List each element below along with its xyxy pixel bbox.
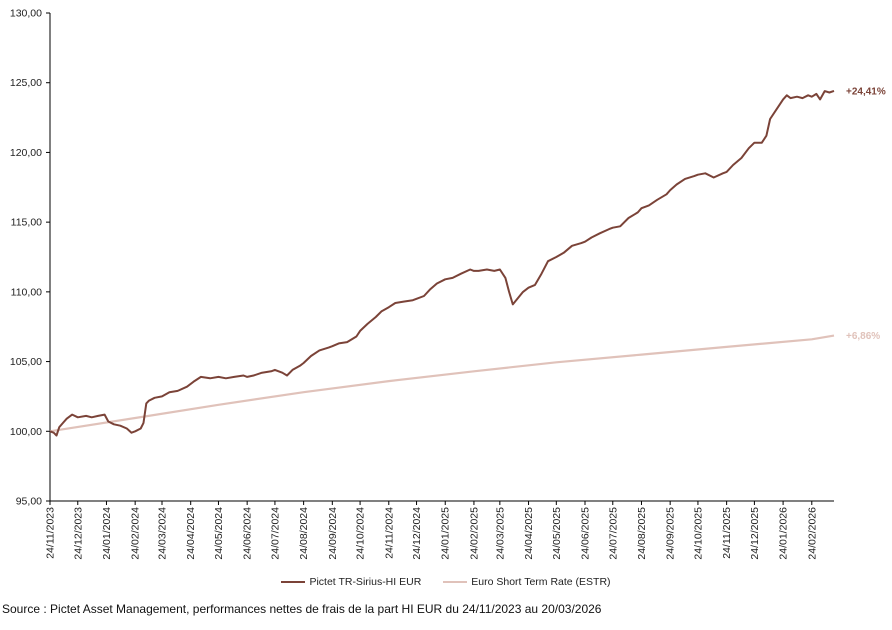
x-tick-label: 24/02/2024 bbox=[130, 507, 142, 560]
x-tick-label: 24/02/2025 bbox=[468, 507, 480, 560]
y-tick-label: 130,00 bbox=[10, 8, 42, 20]
x-tick-label: 24/03/2025 bbox=[494, 507, 506, 560]
x-tick-label: 24/01/2025 bbox=[440, 507, 452, 560]
legend-label-estr: Euro Short Term Rate (ESTR) bbox=[471, 576, 611, 588]
x-tick-label: 24/09/2024 bbox=[327, 507, 339, 560]
x-tick-label: 24/04/2024 bbox=[185, 507, 197, 560]
x-tick-label: 24/05/2024 bbox=[213, 507, 225, 560]
x-tick-label: 24/06/2024 bbox=[242, 507, 254, 560]
x-tick-label: 24/12/2025 bbox=[749, 507, 761, 560]
source-note: Source : Pictet Asset Management, perfor… bbox=[2, 602, 602, 616]
y-tick-label: 105,00 bbox=[10, 356, 42, 368]
performance-chart: 95,00 100,00 105,00 110,00 115,00 120,00 125,0… bbox=[10, 8, 886, 560]
y-tick-label: 110,00 bbox=[11, 286, 42, 298]
y-tick-label: 95,00 bbox=[16, 496, 42, 508]
y-tick-label: 100,00 bbox=[10, 426, 42, 438]
x-tick-label: 24/06/2025 bbox=[580, 507, 592, 560]
x-tick-label: 24/11/2025 bbox=[721, 507, 733, 559]
y-tick-label: 125,00 bbox=[10, 77, 42, 89]
x-tick-label: 24/01/2024 bbox=[101, 507, 113, 560]
x-tick-label: 24/11/2023 bbox=[45, 507, 57, 559]
x-tick-label: 24/03/2024 bbox=[157, 507, 169, 560]
x-tick-label: 24/04/2025 bbox=[523, 507, 535, 560]
end-labels: +6,86% +24,41% bbox=[846, 86, 886, 342]
x-tick-label: 24/10/2024 bbox=[355, 507, 367, 560]
legend-item-fund: Pictet TR-Sirius-HI EUR bbox=[281, 576, 421, 588]
series-line-0 bbox=[49, 89, 835, 437]
x-tick-label: 24/07/2025 bbox=[607, 507, 619, 560]
x-axis: 24/11/2023 24/12/2023 24/01/2024 24/02/2024… bbox=[45, 500, 834, 560]
y-tick-label: 115,00 bbox=[11, 217, 42, 229]
legend-item-estr: Euro Short Term Rate (ESTR) bbox=[443, 576, 611, 588]
x-tick-label: 24/12/2024 bbox=[411, 507, 423, 560]
x-tick-label: 24/08/2024 bbox=[298, 507, 310, 560]
x-tick-label: 24/01/2026 bbox=[778, 507, 790, 560]
x-tick-label: 24/10/2025 bbox=[692, 507, 704, 560]
legend-label-fund: Pictet TR-Sirius-HI EUR bbox=[309, 576, 422, 588]
x-tick-label: 24/11/2024 bbox=[383, 507, 395, 559]
x-tick-label: 24/08/2025 bbox=[636, 507, 648, 560]
series-end-label-1: +6,86% bbox=[846, 331, 880, 342]
x-tick-label: 24/12/2023 bbox=[72, 507, 84, 560]
y-axis: 95,00 100,00 105,00 110,00 115,00 120,00 125,0… bbox=[10, 8, 51, 508]
legend-swatch-fund bbox=[281, 581, 306, 583]
series-end-label-0: +24,41% bbox=[846, 86, 886, 97]
legend: Pictet TR-Sirius-HI EUR Euro Short Term … bbox=[0, 572, 892, 592]
x-tick-label: 24/05/2025 bbox=[551, 507, 563, 560]
x-tick-label: 24/02/2026 bbox=[806, 507, 818, 560]
y-tick-label: 120,00 bbox=[10, 147, 42, 159]
x-tick-label: 24/09/2025 bbox=[665, 507, 677, 560]
series-layer bbox=[49, 89, 835, 437]
series-line-1 bbox=[49, 334, 835, 433]
x-tick-label: 24/07/2024 bbox=[269, 507, 281, 560]
legend-swatch-estr bbox=[443, 581, 468, 583]
